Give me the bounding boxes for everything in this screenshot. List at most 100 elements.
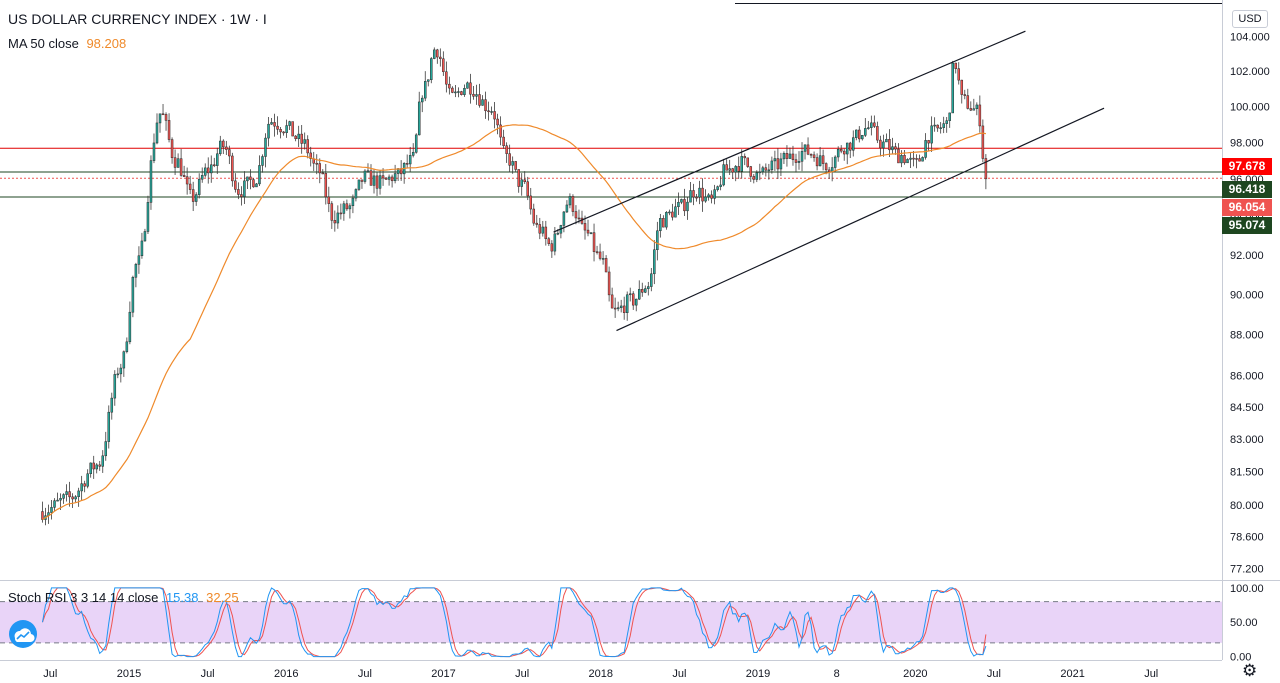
candle-body [797, 161, 801, 163]
price-tick-label: 86.000 [1230, 371, 1264, 383]
price-tick-label: 80.000 [1230, 500, 1264, 512]
candle-body [273, 122, 276, 127]
candle-body [939, 127, 942, 129]
candle-body [469, 82, 472, 95]
candle-body [463, 88, 466, 95]
candle-body [131, 276, 135, 313]
ma50-line [42, 124, 986, 521]
candle-body [740, 156, 743, 172]
candle-body [318, 163, 322, 174]
candle-body [216, 153, 219, 166]
stoch-legend: Stoch RSI 3 3 14 14 close 15.38 32.25 [8, 590, 239, 605]
candle-body [839, 149, 843, 152]
candle-body [264, 137, 267, 157]
candle-body [818, 155, 822, 167]
candle-body [237, 189, 240, 195]
candle-body [345, 203, 349, 210]
candle-body [975, 104, 979, 109]
candle-body [951, 62, 954, 114]
candle-body [252, 179, 255, 188]
candle-body [152, 142, 156, 161]
candle-body [140, 240, 144, 257]
candle-body [897, 148, 900, 164]
candle-body [339, 212, 343, 215]
candle-body [137, 255, 141, 265]
candle-body [656, 230, 659, 250]
stoch-k-line [42, 587, 987, 658]
candle-body [424, 81, 427, 99]
candle-body [439, 56, 442, 60]
candle-body [324, 173, 328, 198]
tradingview-logo-icon[interactable] [9, 620, 37, 648]
candle-body [963, 94, 967, 96]
price-tick-label: 78.600 [1230, 531, 1264, 543]
candle-body [728, 168, 731, 171]
stoch-tick-label: 50.00 [1230, 617, 1258, 629]
candle-body [788, 153, 792, 159]
candle-body [882, 141, 885, 149]
candle-body [674, 206, 677, 218]
candle-body [704, 196, 707, 202]
time-tick-label: Jul [201, 668, 215, 680]
candle-body [915, 158, 918, 160]
candle-body [565, 204, 569, 213]
candle-body [824, 163, 828, 171]
time-tick-label: 2015 [117, 668, 141, 680]
currency-button[interactable]: USD [1232, 10, 1268, 28]
candle-body [511, 161, 514, 166]
candle-body [845, 142, 849, 155]
candle-body [933, 124, 936, 127]
ma-label: MA 50 close [8, 36, 79, 51]
stoch-band [0, 601, 1222, 643]
gear-icon[interactable]: ⚙ [1242, 661, 1258, 680]
candle-body [288, 121, 291, 126]
candle-body [408, 155, 412, 165]
candle-body [855, 129, 858, 138]
candle-body [885, 139, 888, 143]
candle-body [155, 122, 159, 144]
candle-body [194, 194, 198, 202]
candle-body [722, 164, 725, 186]
candle-body [553, 233, 557, 252]
candle-body [454, 91, 457, 94]
candle-body [351, 197, 355, 207]
candle-body [827, 169, 831, 172]
time-tick-label: Jul [1144, 668, 1158, 680]
candle-body [128, 311, 132, 343]
candle-body [731, 168, 734, 173]
candle-body [360, 179, 364, 182]
candle-body [957, 68, 961, 81]
stoch-k-value: 15.38 [165, 590, 199, 605]
candle-body [683, 199, 686, 212]
candle-body [767, 169, 771, 172]
candle-body [773, 158, 777, 162]
candle-body [867, 127, 870, 129]
candle-body [378, 175, 382, 189]
symbol-title: US DOLLAR CURRENCY INDEX · 1W · I [8, 11, 267, 27]
candle-body [894, 146, 897, 150]
candle-body [258, 165, 261, 185]
candle-body [641, 289, 644, 293]
candle-body [143, 231, 147, 242]
candle-body [478, 94, 481, 106]
time-tick-label: 2019 [746, 668, 770, 680]
candle-body [490, 111, 493, 113]
candle-body [592, 232, 596, 252]
candle-body [363, 170, 367, 182]
time-tick-label: Jul [672, 668, 686, 680]
candle-body [417, 101, 421, 136]
candle-body [833, 156, 837, 168]
candle-body [921, 157, 924, 162]
candle-body [544, 226, 548, 240]
candle-body [369, 170, 373, 186]
candle-body [267, 123, 270, 139]
candle-body [243, 180, 246, 197]
candle-body [125, 341, 129, 352]
candle-body [644, 288, 647, 293]
candle-body [149, 160, 153, 203]
candle-body [294, 135, 297, 140]
candle-body [607, 271, 611, 296]
candle-body [240, 194, 243, 197]
